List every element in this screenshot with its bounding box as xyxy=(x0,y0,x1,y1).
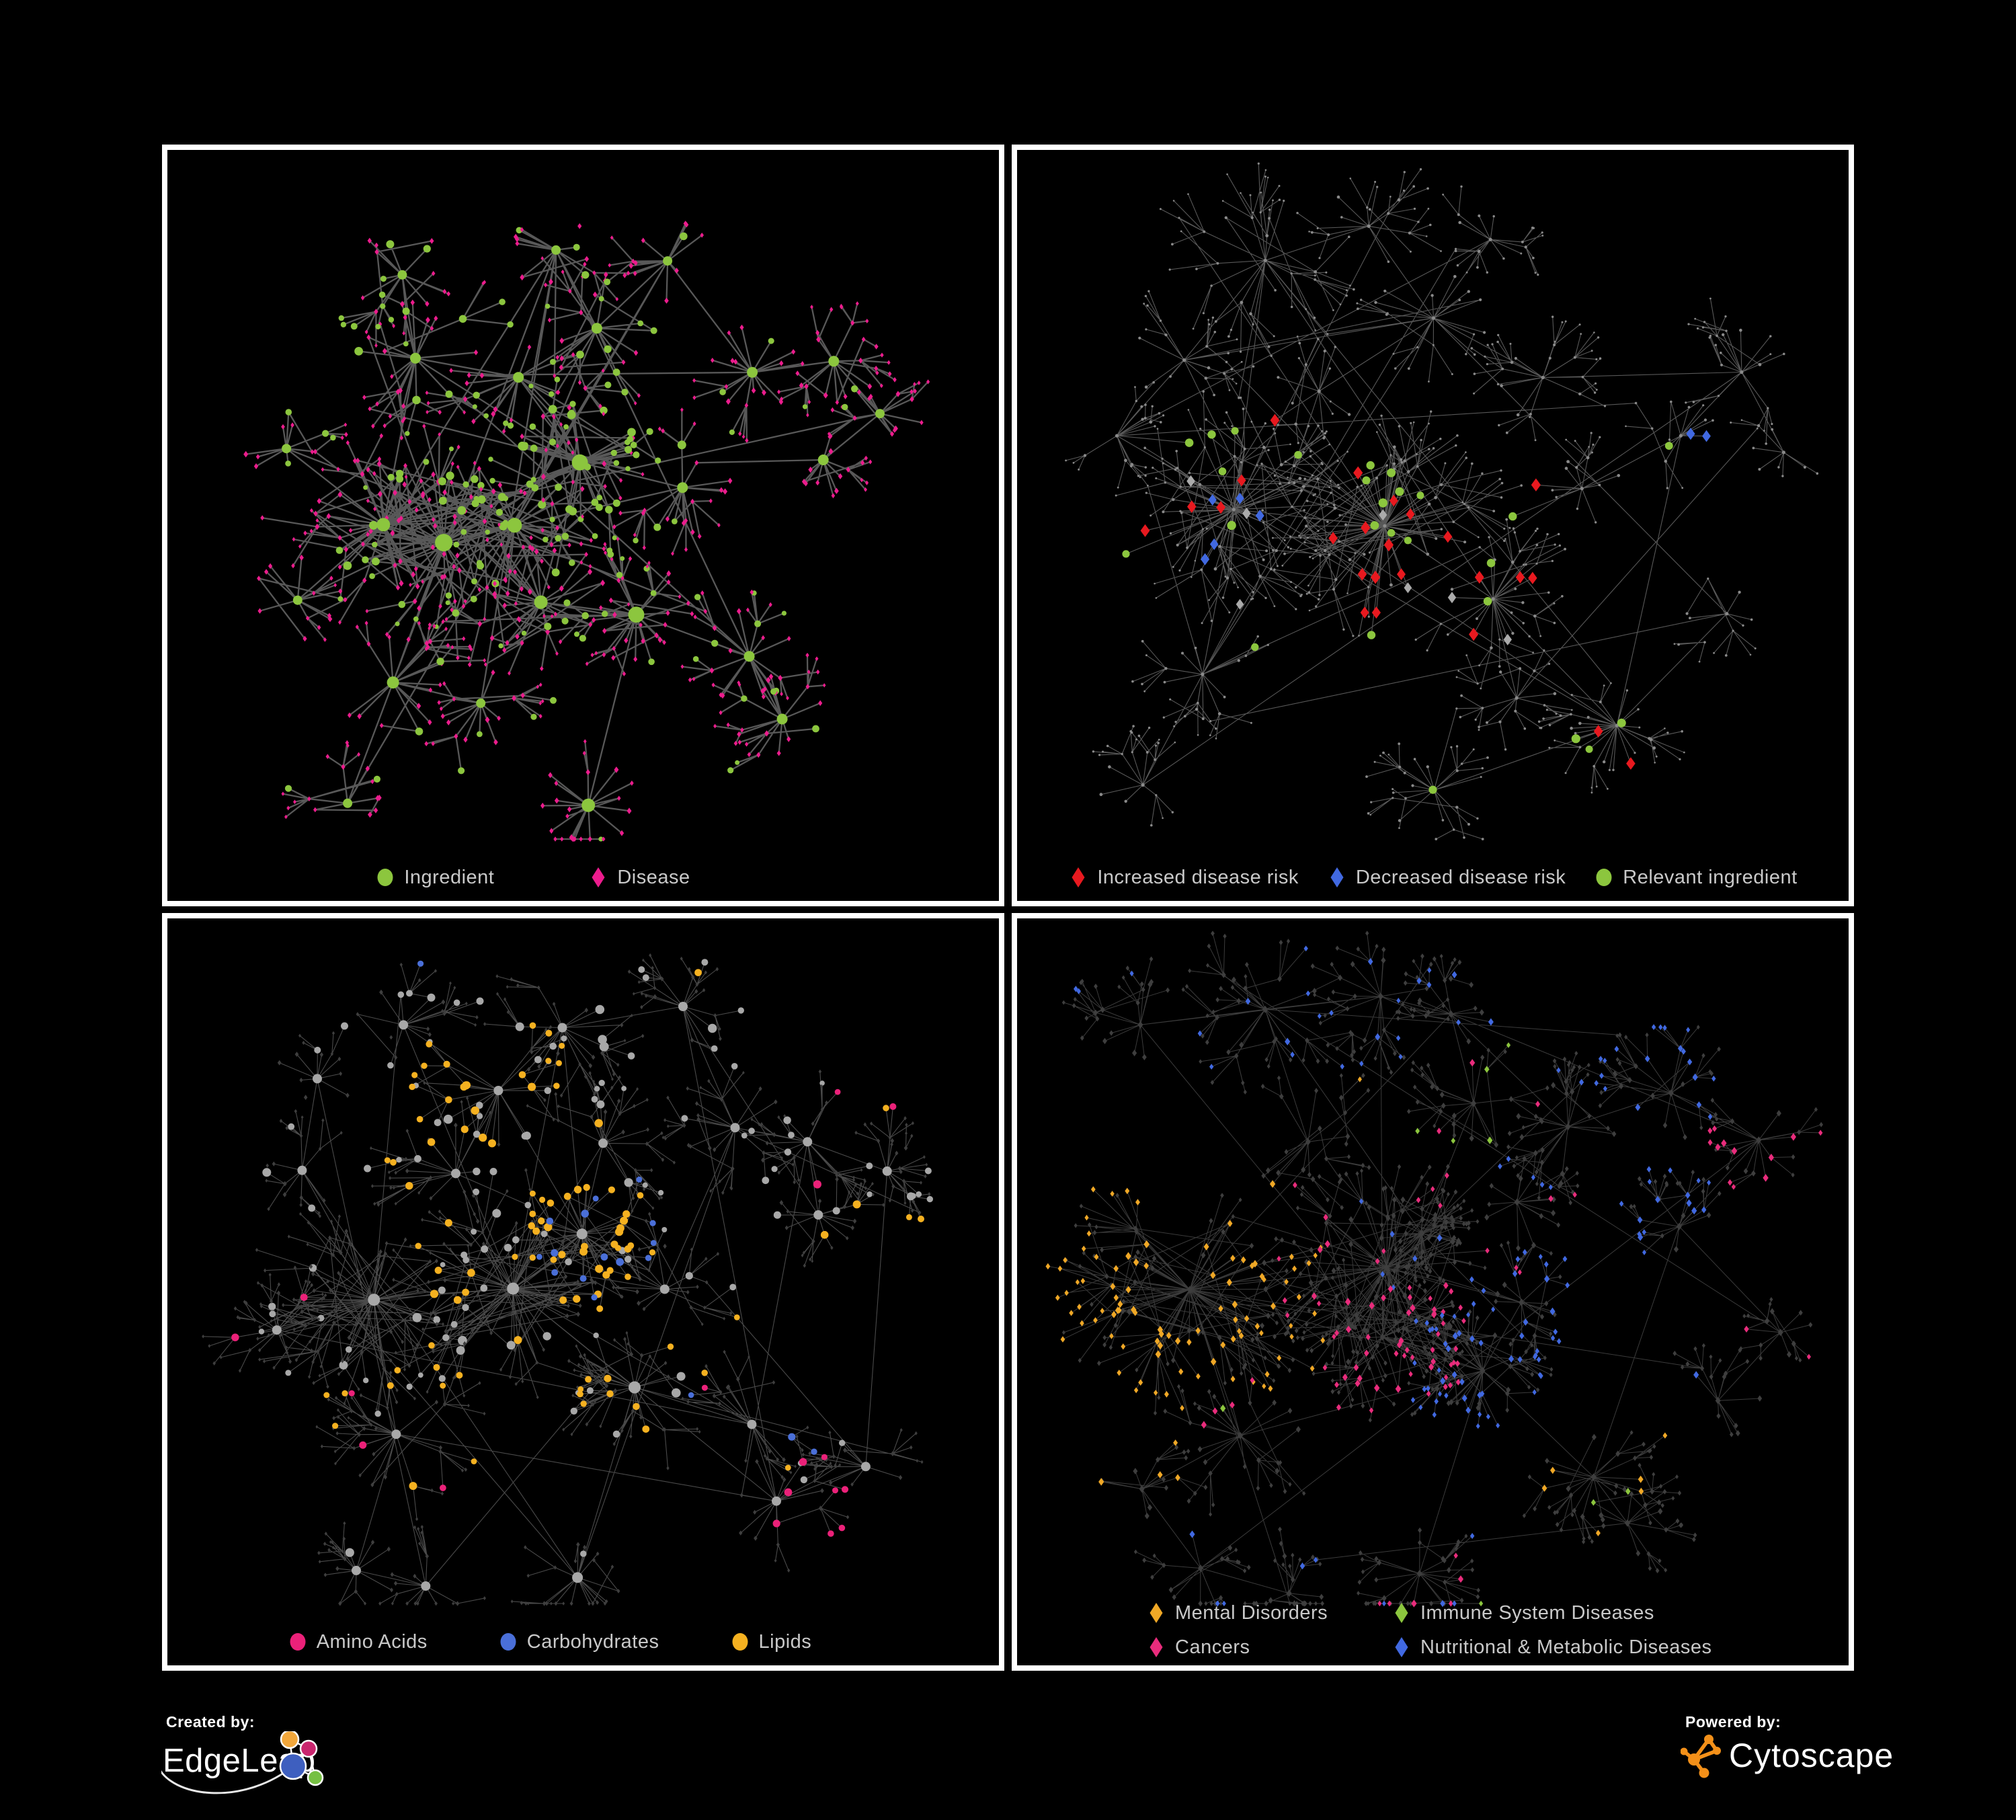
pink-circle-icon xyxy=(290,1633,306,1651)
panel-disease-risk-network: Increased disease risk Decreased disease … xyxy=(1012,145,1854,906)
created-by-label: Created by: xyxy=(166,1713,255,1731)
legend-item: Decreased disease risk xyxy=(1327,866,1566,889)
legend-label: Disease xyxy=(617,866,690,888)
network-canvas-nutrient-class[interactable] xyxy=(167,918,999,1665)
yellow-circle-icon xyxy=(732,1633,748,1651)
legend-disease-class: Mental Disorders Immune System Diseases Ca… xyxy=(1146,1601,1711,1659)
pink-diamond-icon xyxy=(1150,1637,1163,1657)
panel-disease-class-network: Mental Disorders Immune System Diseases Ca… xyxy=(1012,913,1854,1671)
blue-diamond-icon xyxy=(1330,867,1344,887)
legend-disease-risk: Increased disease risk Decreased disease … xyxy=(1017,863,1849,892)
legend-item: Lipids xyxy=(730,1630,812,1653)
legend-label: Increased disease risk xyxy=(1097,866,1299,888)
panel-nutrient-class-network: Amino Acids Carbohydrates Lipids xyxy=(162,913,1004,1671)
legend-label: Cancers xyxy=(1175,1636,1250,1658)
blue-diamond-icon xyxy=(1395,1637,1408,1657)
cytoscape-brand-text: Cytoscape xyxy=(1729,1737,1894,1774)
legend-item: Nutritional & Metabolic Diseases xyxy=(1392,1636,1711,1659)
legend-label: Nutritional & Metabolic Diseases xyxy=(1420,1636,1712,1658)
powered-by-label: Powered by: xyxy=(1685,1713,1781,1731)
cytoscape-credit: Powered by: Cytoscape xyxy=(1681,1713,1963,1787)
legend-item: Mental Disorders xyxy=(1146,1601,1328,1624)
legend-item: Cancers xyxy=(1146,1636,1250,1659)
legend-nutrient-class: Amino Acids Carbohydrates Lipids xyxy=(167,1628,999,1656)
legend-label: Ingredient xyxy=(404,866,495,888)
legend-label: Immune System Diseases xyxy=(1420,1601,1654,1624)
pink-diamond-icon xyxy=(592,867,605,887)
legend-item: Disease xyxy=(588,866,690,889)
green-circle-icon xyxy=(1596,869,1612,886)
legend-item: Immune System Diseases xyxy=(1392,1601,1654,1624)
legend-label: Relevant ingredient xyxy=(1623,866,1798,888)
legend-label: Mental Disorders xyxy=(1175,1601,1328,1624)
red-diamond-icon xyxy=(1072,867,1085,887)
legend-ingredient-disease: Ingredient Disease xyxy=(167,863,999,892)
orange-diamond-icon xyxy=(1150,1603,1163,1623)
legend-item: Increased disease risk xyxy=(1068,866,1299,889)
green-circle-icon xyxy=(377,869,393,886)
network-canvas-disease-class[interactable] xyxy=(1017,918,1849,1665)
legend-label: Lipids xyxy=(758,1630,812,1653)
green-diamond-icon xyxy=(1395,1603,1408,1623)
blue-circle-icon xyxy=(500,1633,516,1651)
cytoscape-logo-icon xyxy=(1681,1735,1721,1778)
legend-label: Amino Acids xyxy=(316,1630,428,1653)
edgeleap-logo-icon xyxy=(161,1731,324,1794)
legend-label: Decreased disease risk xyxy=(1355,866,1566,888)
network-canvas-disease-risk[interactable] xyxy=(1017,150,1849,901)
edgeleap-credit: Created by: EdgeLeap xyxy=(161,1713,403,1814)
legend-item: Amino Acids xyxy=(288,1630,428,1653)
legend-item: Relevant ingredient xyxy=(1594,866,1797,889)
legend-item: Carbohydrates xyxy=(498,1630,659,1653)
panel-ingredient-disease-network: Ingredient Disease xyxy=(162,145,1004,906)
legend-item: Ingredient xyxy=(375,866,494,889)
legend-label: Carbohydrates xyxy=(526,1630,659,1653)
network-canvas-ingredient-disease[interactable] xyxy=(167,150,999,901)
